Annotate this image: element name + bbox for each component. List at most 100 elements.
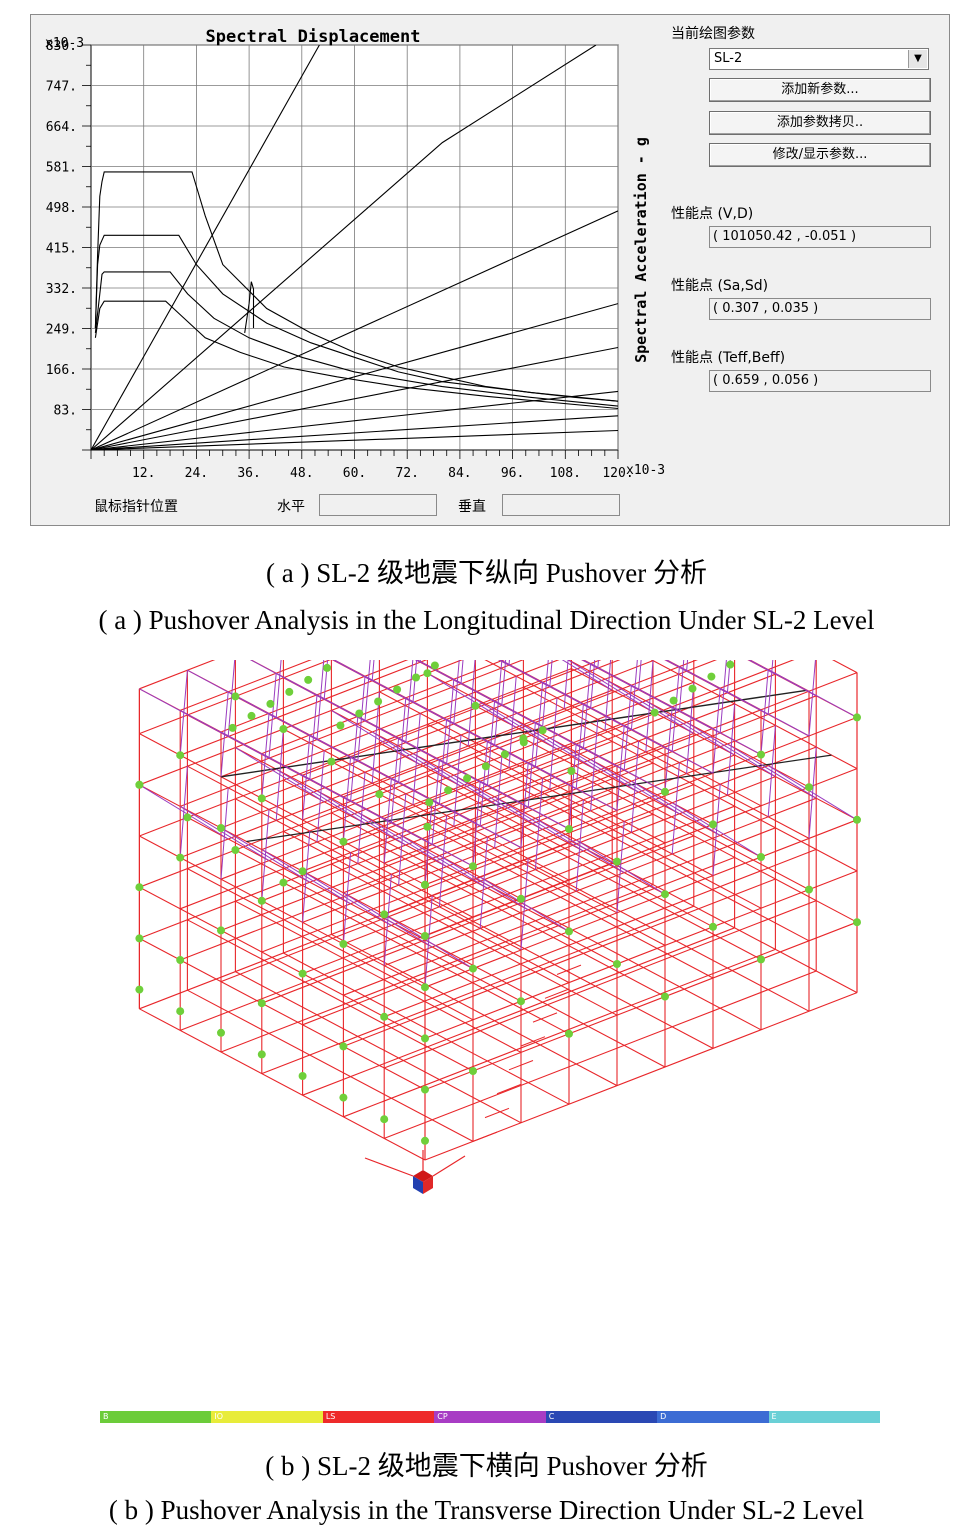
frame-beam xyxy=(261,660,621,799)
plastic-hinge xyxy=(517,894,525,903)
plastic-hinge xyxy=(565,825,573,833)
plastic-hinge xyxy=(421,1085,429,1094)
frame-beam xyxy=(187,765,474,918)
dark-member xyxy=(246,754,832,843)
frame-beam xyxy=(571,770,858,923)
plastic-hinge xyxy=(279,725,288,733)
plastic-hinge xyxy=(517,997,525,1006)
truss-diagonal xyxy=(412,753,503,809)
frame-beam xyxy=(571,719,858,872)
frame-beam xyxy=(475,756,762,909)
modify-param-button[interactable]: 修改/显示参数... xyxy=(709,143,931,167)
frame-beam xyxy=(139,660,463,786)
y-tick-label: 747. xyxy=(46,80,77,95)
truss-diagonal xyxy=(561,660,613,691)
truss-diagonal xyxy=(139,784,229,840)
frame-beam xyxy=(475,807,762,960)
plastic-hinge xyxy=(421,983,429,992)
frame-beam xyxy=(187,868,474,1021)
y-tick-label: 830. xyxy=(46,39,77,54)
truss-diagonal xyxy=(427,672,517,728)
x-tick-label: 108. xyxy=(550,466,581,481)
plastic-hinge xyxy=(805,885,813,894)
frame-beam xyxy=(180,660,560,807)
y-tick-label: 166. xyxy=(46,363,77,378)
truss-diagonal xyxy=(501,660,507,706)
plastic-hinge xyxy=(257,896,266,905)
param-select[interactable]: SL-2 ▼ xyxy=(709,48,929,70)
frame-beam xyxy=(235,971,522,1124)
plastic-hinge xyxy=(266,699,275,708)
plastic-hinge xyxy=(707,672,716,681)
plastic-hinge xyxy=(565,1029,573,1038)
frame-beam xyxy=(384,797,817,967)
plastic-hinge xyxy=(375,790,384,799)
frame-beam xyxy=(235,900,522,1053)
frame-beam xyxy=(384,900,817,1069)
hinge-state-legend: B IO LS CP C D E xyxy=(100,1411,880,1423)
frame-beam xyxy=(331,933,618,1087)
mouse-position-label: 鼠标指针位置 xyxy=(94,499,178,515)
structure-model-3d xyxy=(135,660,861,1194)
plastic-hinge xyxy=(469,964,477,973)
plastic-hinge xyxy=(519,738,528,747)
x-tick-label: 96. xyxy=(501,466,524,481)
plastic-hinge xyxy=(176,751,185,760)
series-group xyxy=(91,45,618,450)
plastic-hinge xyxy=(176,1007,185,1016)
frame-beam xyxy=(331,863,618,1016)
frame-beam xyxy=(187,989,474,1142)
frame-beam xyxy=(424,992,858,1161)
frame-beam xyxy=(302,660,718,821)
plastic-hinge xyxy=(726,660,735,669)
grid xyxy=(91,44,619,450)
truss-diagonal xyxy=(494,796,584,852)
plastic-hinge xyxy=(757,750,765,759)
truss-diagonal xyxy=(357,811,447,868)
x-tick-label: 72. xyxy=(395,466,418,481)
plastic-hinge xyxy=(336,721,345,730)
truss-diagonal xyxy=(371,731,462,787)
frame-beam xyxy=(384,695,817,864)
truss-diagonal xyxy=(235,747,325,803)
plastic-hinge xyxy=(339,837,348,846)
plastic-hinge xyxy=(425,798,434,807)
plastic-hinge xyxy=(393,685,402,694)
series-line-7 xyxy=(91,45,597,450)
frame-beam xyxy=(187,919,474,1072)
series-line-10 xyxy=(91,346,618,450)
plastic-hinge xyxy=(688,684,697,693)
param-select-value: SL-2 xyxy=(714,51,743,66)
frame-beam xyxy=(139,937,426,1091)
frame-beam xyxy=(665,660,762,711)
plastic-hinge xyxy=(323,663,332,672)
frame-members xyxy=(138,660,858,1161)
add-new-param-button[interactable]: 添加新参数... xyxy=(709,78,931,102)
frame-beam xyxy=(331,761,618,914)
vertical-field[interactable] xyxy=(502,494,620,516)
perf-point-teff-label: 性能点 (Teff,Beff) xyxy=(671,350,786,366)
add-param-copy-button[interactable]: 添加参数拷贝.. xyxy=(709,111,931,135)
chart-title: Spectral Displacement xyxy=(206,27,421,47)
y-tick-label: 83. xyxy=(54,404,77,419)
series-line-13 xyxy=(91,429,618,450)
frame-beam xyxy=(424,768,858,937)
plastic-hinge xyxy=(661,890,669,899)
truss-diagonal xyxy=(467,694,558,750)
caption-b-chinese: ( b ) SL-2 级地震下横向 Pushover 分析 xyxy=(265,1451,708,1481)
x-tick-label: 60. xyxy=(343,466,366,481)
frame-beam xyxy=(424,870,858,1039)
y-tick-label: 332. xyxy=(46,282,77,297)
plastic-hinge xyxy=(613,857,621,866)
frame-beam xyxy=(220,660,409,733)
frame-beam xyxy=(343,948,776,1118)
truss-diagonal xyxy=(412,660,418,703)
plastic-hinge xyxy=(853,713,861,722)
plastic-hinge xyxy=(135,934,144,943)
frame-beam xyxy=(139,660,216,690)
frame-beam xyxy=(235,798,522,951)
plastic-hinge xyxy=(469,1067,477,1075)
horizontal-field[interactable] xyxy=(319,494,437,516)
frame-beam xyxy=(484,660,762,807)
chevron-down-icon[interactable]: ▼ xyxy=(908,50,927,68)
